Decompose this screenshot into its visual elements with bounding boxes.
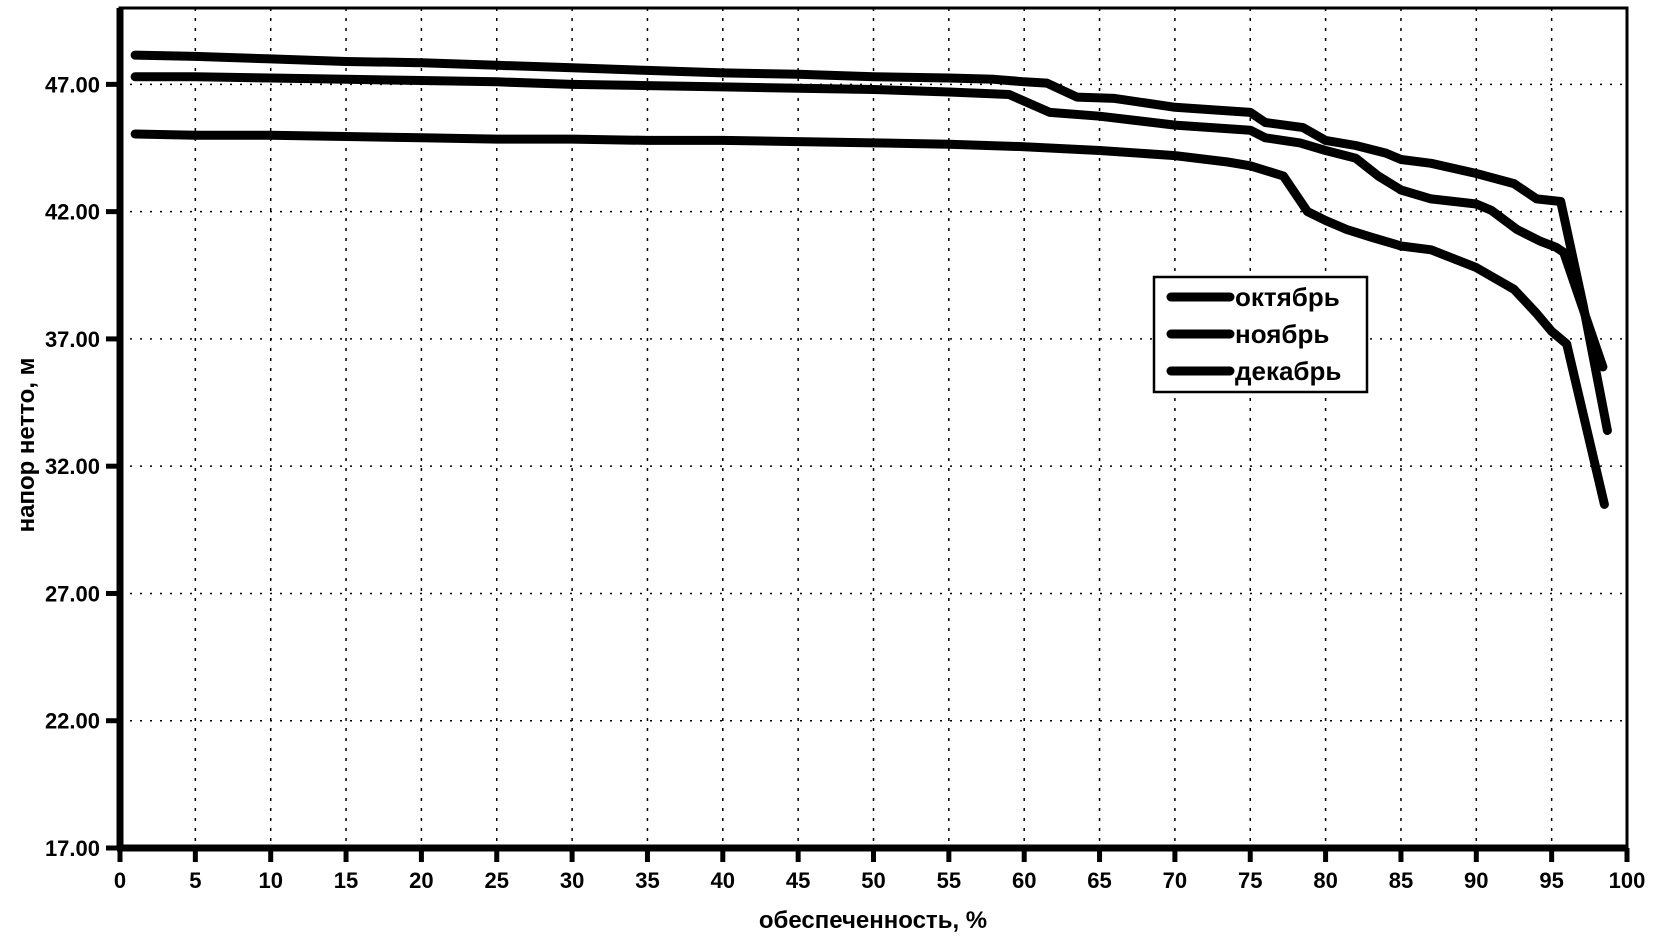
x-tick-label: 55 [937, 868, 961, 893]
x-tick-label: 35 [635, 868, 659, 893]
x-tick-label: 60 [1012, 868, 1036, 893]
x-tick-label: 65 [1087, 868, 1111, 893]
x-tick-label: 85 [1389, 868, 1413, 893]
x-tick-label: 90 [1464, 868, 1488, 893]
x-tick-label: 70 [1163, 868, 1187, 893]
x-tick-label: 25 [485, 868, 509, 893]
h-gridlines [120, 83, 1627, 722]
x-tick-labels: 0 5 10 15 20 25 30 35 40 45 50 55 60 65 70 75 80 85 90 95 10… [114, 868, 1645, 893]
series-line-ноябрь [130, 72, 1608, 372]
x-tick-label: 40 [711, 868, 735, 893]
legend: октябрь ноябрь декабрь [1152, 275, 1369, 394]
series-lines [130, 50, 1612, 509]
y-tick-label: 32.00 [45, 454, 100, 479]
x-ticks [117, 848, 1630, 862]
x-tick-label: 10 [258, 868, 282, 893]
y-tick-label: 27.00 [45, 581, 100, 606]
x-tick-label: 80 [1313, 868, 1337, 893]
y-tick-label: 42.00 [45, 200, 100, 225]
legend-label: декабрь [1235, 356, 1341, 386]
y-tick-labels: 17.00 22.00 27.00 32.00 37.00 42.00 47.00 [45, 72, 100, 861]
x-tick-label: 100 [1609, 868, 1646, 893]
legend-item: октябрь [1166, 282, 1340, 312]
legend-item: декабрь [1166, 356, 1341, 386]
x-tick-label: 20 [409, 868, 433, 893]
legend-label: октябрь [1235, 282, 1340, 312]
legend-item: ноябрь [1166, 319, 1329, 349]
y-ticks [106, 81, 120, 851]
y-tick-label: 37.00 [45, 327, 100, 352]
y-tick-label: 17.00 [45, 836, 100, 861]
x-tick-label: 75 [1238, 868, 1262, 893]
x-tick-label: 30 [560, 868, 584, 893]
x-tick-label: 45 [786, 868, 810, 893]
legend-label: ноябрь [1235, 319, 1329, 349]
x-tick-label: 5 [189, 868, 201, 893]
series-line-декабрь [130, 129, 1609, 509]
y-tick-label: 22.00 [45, 709, 100, 734]
series-line-октябрь [130, 50, 1612, 435]
x-tick-label: 0 [114, 868, 126, 893]
x-tick-label: 50 [861, 868, 885, 893]
y-axis-title: напор нетто, м [13, 358, 40, 533]
y-tick-label: 47.00 [45, 72, 100, 97]
x-tick-label: 95 [1539, 868, 1563, 893]
v-gridlines [194, 8, 1553, 848]
x-tick-label: 15 [334, 868, 358, 893]
x-axis-title: обеспеченность, % [759, 907, 987, 934]
